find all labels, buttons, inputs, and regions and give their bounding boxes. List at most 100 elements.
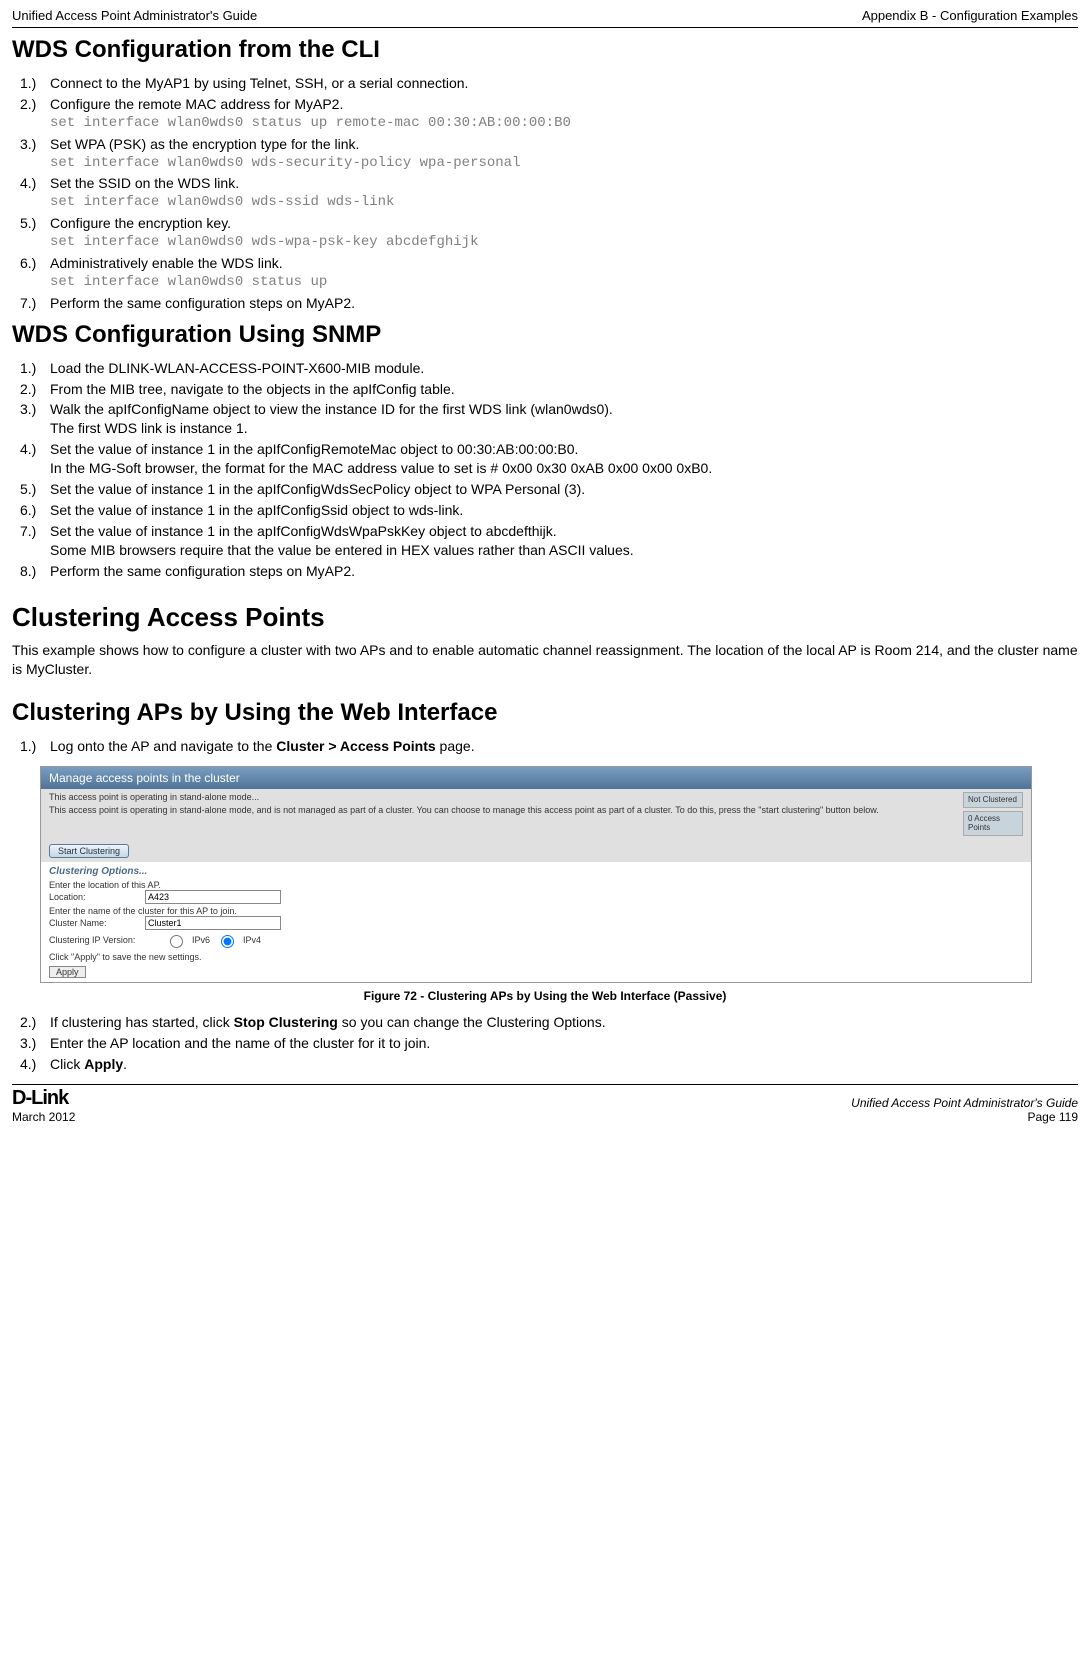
status-not-clustered: Not Clustered xyxy=(963,792,1023,808)
step-body: Set the SSID on the WDS link.set interfa… xyxy=(50,174,1078,212)
step-body: Load the DLINK-WLAN-ACCESS-POINT-X600-MI… xyxy=(50,359,1078,378)
header-left: Unified Access Point Administrator's Gui… xyxy=(12,8,257,23)
list-item: 6.)Set the value of instance 1 in the ap… xyxy=(20,501,1078,520)
footer-page: Page 119 xyxy=(851,1110,1078,1124)
step-number: 7.) xyxy=(20,522,50,560)
apply-hint: Click "Apply" to save the new settings. xyxy=(49,952,1023,962)
step-body: Click Apply. xyxy=(50,1055,1078,1074)
section4-title: Clustering APs by Using the Web Interfac… xyxy=(12,699,1078,727)
list-item: 2.)From the MIB tree, navigate to the ob… xyxy=(20,380,1078,399)
step-body: Connect to the MyAP1 by using Telnet, SS… xyxy=(50,74,1078,93)
list-item: 3.)Set WPA (PSK) as the encryption type … xyxy=(20,135,1078,173)
clustering-options: Clustering Options... Enter the location… xyxy=(41,862,1031,982)
step-body: Configure the encryption key.set interfa… xyxy=(50,214,1078,252)
status-access-points: 0 Access Points xyxy=(963,811,1023,836)
step-body: Set the value of instance 1 in the apIfC… xyxy=(50,440,1078,478)
code-line: set interface wlan0wds0 wds-ssid wds-lin… xyxy=(50,193,1078,212)
list-item: 3.)Walk the apIfConfigName object to vie… xyxy=(20,400,1078,438)
step-body: Perform the same configuration steps on … xyxy=(50,294,1078,313)
step-body: Set WPA (PSK) as the encryption type for… xyxy=(50,135,1078,173)
step-number: 2.) xyxy=(20,1013,50,1032)
step-body: Set the value of instance 1 in the apIfC… xyxy=(50,522,1078,560)
list-item: 1.) Log onto the AP and navigate to the … xyxy=(20,737,1078,756)
step-number: 4.) xyxy=(20,1055,50,1074)
figure-infobar: This access point is operating in stand-… xyxy=(41,789,1031,842)
list-item: 8.)Perform the same configuration steps … xyxy=(20,562,1078,581)
cluster-name-prompt: Enter the name of the cluster for this A… xyxy=(49,906,1023,916)
footer-guide: Unified Access Point Administrator's Gui… xyxy=(851,1096,1078,1110)
step-number: 2.) xyxy=(20,95,50,133)
cluster-name-label: Cluster Name: xyxy=(49,918,139,928)
cluster-name-input[interactable] xyxy=(145,916,281,930)
figure-titlebar: Manage access points in the cluster xyxy=(41,767,1031,789)
step-number: 3.) xyxy=(20,400,50,438)
step-number: 6.) xyxy=(20,501,50,520)
section3-paragraph: This example shows how to configure a cl… xyxy=(12,641,1078,679)
options-header: Clustering Options... xyxy=(49,866,1023,877)
list-item: 1.)Connect to the MyAP1 by using Telnet,… xyxy=(20,74,1078,93)
section4-step-list: 1.) Log onto the AP and navigate to the … xyxy=(12,737,1078,756)
step-body: Walk the apIfConfigName object to view t… xyxy=(50,400,1078,438)
list-item: 1.)Load the DLINK-WLAN-ACCESS-POINT-X600… xyxy=(20,359,1078,378)
step-body: Perform the same configuration steps on … xyxy=(50,562,1078,581)
ipv6-option: IPv6 xyxy=(192,935,210,945)
list-item: 7.)Set the value of instance 1 in the ap… xyxy=(20,522,1078,560)
list-item: 5.)Set the value of instance 1 in the ap… xyxy=(20,480,1078,499)
start-clustering-button[interactable]: Start Clustering xyxy=(49,844,129,858)
section2-step-list: 1.)Load the DLINK-WLAN-ACCESS-POINT-X600… xyxy=(12,359,1078,581)
ipv4-option: IPv4 xyxy=(243,935,261,945)
step-number: 1.) xyxy=(20,737,50,756)
step-body: Administratively enable the WDS link.set… xyxy=(50,254,1078,292)
step-number: 1.) xyxy=(20,74,50,93)
step-number: 1.) xyxy=(20,359,50,378)
standalone-heading: This access point is operating in stand-… xyxy=(49,792,955,802)
ip-version-label: Clustering IP Version: xyxy=(49,935,159,945)
header-right: Appendix B - Configuration Examples xyxy=(862,8,1078,23)
step-body: Set the value of instance 1 in the apIfC… xyxy=(50,480,1078,499)
figure-caption: Figure 72 - Clustering APs by Using the … xyxy=(12,989,1078,1003)
footer-date: March 2012 xyxy=(12,1110,75,1124)
section1-title: WDS Configuration from the CLI xyxy=(12,36,1078,64)
list-item: 4.)Click Apply. xyxy=(20,1055,1078,1074)
dlink-logo: D-Link xyxy=(12,1087,75,1110)
step-body: Configure the remote MAC address for MyA… xyxy=(50,95,1078,133)
ipv4-radio[interactable] xyxy=(221,935,234,948)
step-body: Enter the AP location and the name of th… xyxy=(50,1034,1078,1053)
location-input[interactable] xyxy=(145,890,281,904)
step-body: From the MIB tree, navigate to the objec… xyxy=(50,380,1078,399)
list-item: 4.)Set the value of instance 1 in the ap… xyxy=(20,440,1078,478)
step-number: 3.) xyxy=(20,1034,50,1053)
code-line: set interface wlan0wds0 wds-wpa-psk-key … xyxy=(50,233,1078,252)
location-label: Location: xyxy=(49,892,139,902)
step-number: 4.) xyxy=(20,174,50,212)
page-footer: D-Link March 2012 Unified Access Point A… xyxy=(12,1085,1078,1124)
step-body: If clustering has started, click Stop Cl… xyxy=(50,1013,1078,1032)
step-body: Log onto the AP and navigate to the Clus… xyxy=(50,737,1078,756)
list-item: 5.)Configure the encryption key.set inte… xyxy=(20,214,1078,252)
location-prompt: Enter the location of this AP. xyxy=(49,880,1023,890)
list-item: 7.)Perform the same configuration steps … xyxy=(20,294,1078,313)
section2-title: WDS Configuration Using SNMP xyxy=(12,321,1078,349)
code-line: set interface wlan0wds0 status up xyxy=(50,273,1078,292)
code-line: set interface wlan0wds0 status up remote… xyxy=(50,114,1078,133)
step-number: 8.) xyxy=(20,562,50,581)
list-item: 2.)If clustering has started, click Stop… xyxy=(20,1013,1078,1032)
list-item: 6.)Administratively enable the WDS link.… xyxy=(20,254,1078,292)
step-number: 3.) xyxy=(20,135,50,173)
standalone-desc: This access point is operating in stand-… xyxy=(49,805,955,815)
section5-step-list: 2.)If clustering has started, click Stop… xyxy=(12,1013,1078,1074)
list-item: 2.)Configure the remote MAC address for … xyxy=(20,95,1078,133)
ipv6-radio[interactable] xyxy=(170,935,183,948)
section3-title: Clustering Access Points xyxy=(12,602,1078,633)
step-number: 5.) xyxy=(20,214,50,252)
step-body: Set the value of instance 1 in the apIfC… xyxy=(50,501,1078,520)
step-number: 4.) xyxy=(20,440,50,478)
list-item: 3.)Enter the AP location and the name of… xyxy=(20,1034,1078,1053)
page-header: Unified Access Point Administrator's Gui… xyxy=(12,8,1078,23)
step-number: 6.) xyxy=(20,254,50,292)
section1-step-list: 1.)Connect to the MyAP1 by using Telnet,… xyxy=(12,74,1078,313)
header-rule xyxy=(12,27,1078,28)
apply-button[interactable]: Apply xyxy=(49,966,86,978)
figure-72: Manage access points in the cluster This… xyxy=(40,766,1032,983)
step-number: 5.) xyxy=(20,480,50,499)
